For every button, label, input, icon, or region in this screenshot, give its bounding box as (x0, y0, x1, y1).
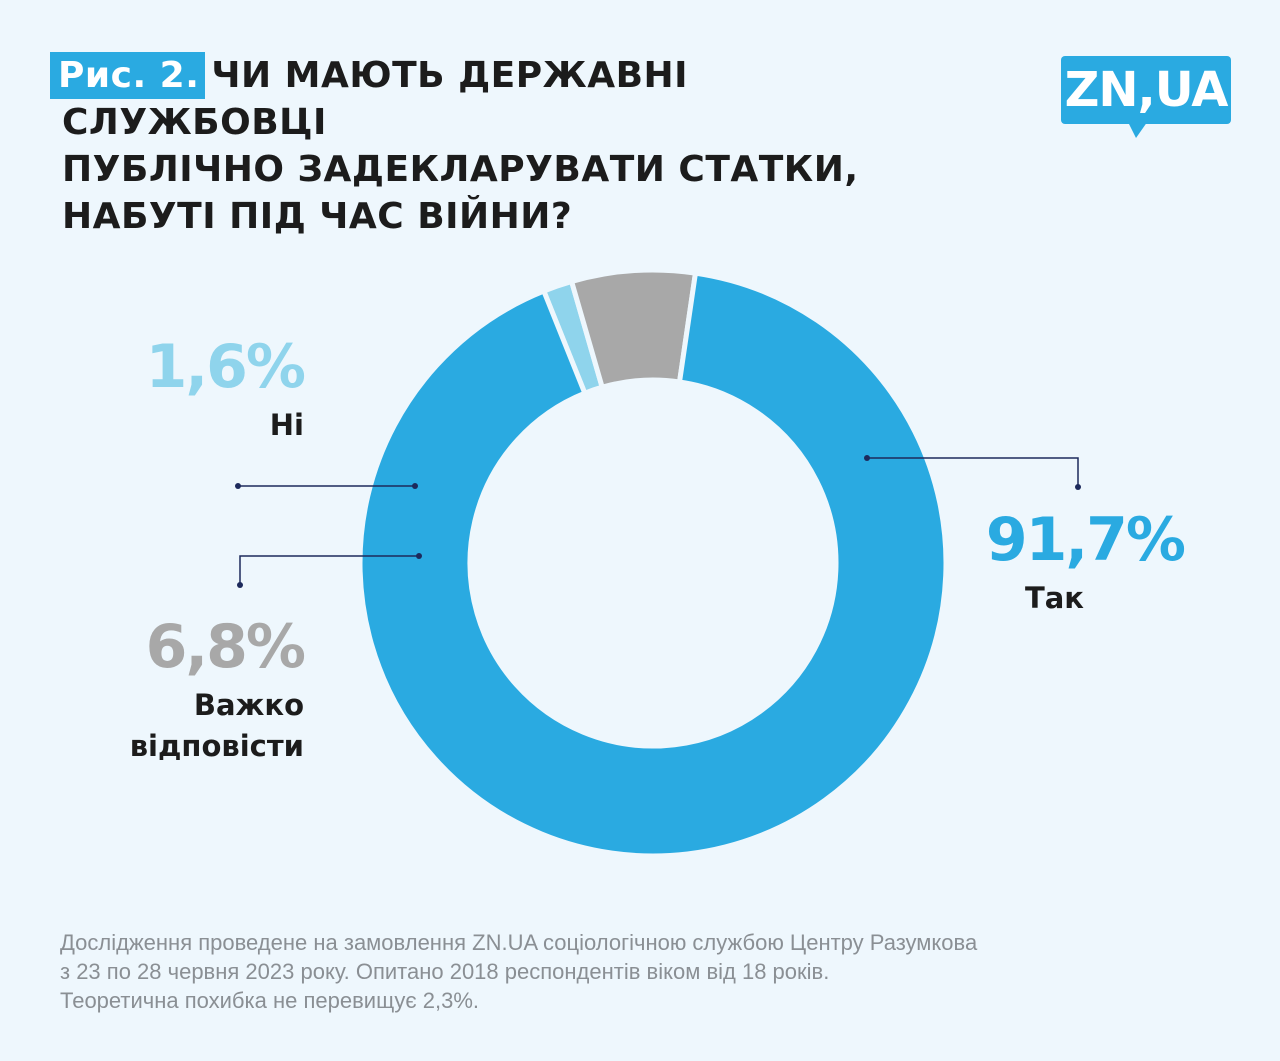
title-text-1: ЧИ МАЮТЬ ДЕРЖАВНІ СЛУЖБОВЦІ (62, 55, 689, 143)
title-line-1: Рис. 2. ЧИ МАЮТЬ ДЕРЖАВНІ СЛУЖБОВЦІ (50, 52, 962, 146)
chart-title: Рис. 2. ЧИ МАЮТЬ ДЕРЖАВНІ СЛУЖБОВЦІ ПУБЛІ… (50, 52, 962, 240)
logo-text: ZN,UA (1064, 62, 1229, 118)
slice-label-no: 1,6% Ні (146, 332, 307, 442)
title-line-2: ПУБЛІЧНО ЗАДЕКЛАРУВАТИ СТАТКИ, (62, 149, 859, 190)
leader-dot-no-end (235, 483, 241, 489)
leader-lines (238, 457, 1079, 585)
leader-dots (235, 455, 1081, 588)
leader-dot-hard-end (237, 582, 243, 588)
category-label-no: Ні (270, 408, 304, 442)
leader-dot-hard-start (416, 553, 422, 559)
footnote-line-2: з 23 по 28 червня 2023 року. Опитано 201… (60, 959, 830, 984)
slice-yes (357, 270, 949, 859)
leader-dot-yes-start (864, 455, 870, 461)
figure-label: Рис. 2. (50, 52, 206, 99)
zn-ua-logo: ZN,UA (1061, 56, 1231, 124)
value-label-hard: 6,8% (146, 612, 305, 682)
leader-dot-yes-end (1075, 484, 1081, 490)
value-label-yes: 91,7% (986, 505, 1185, 575)
category-label-hard-line-2: відповісти (130, 729, 304, 763)
title-line-3: НАБУТІ ПІД ЧАС ВІЙНИ? (62, 196, 573, 237)
value-label-no: 1,6% (146, 332, 305, 402)
slice-label-hard: 6,8% Важко відповісти (130, 612, 307, 763)
logo-speech-tail (1126, 118, 1150, 138)
leader-line-hard (239, 555, 419, 585)
footnote-line-3: Теоретична похибка не перевищує 2,3%. (60, 988, 480, 1013)
category-label-hard-line-1: Важко (194, 688, 304, 722)
leader-dot-no-start (412, 483, 418, 489)
chart-slices (357, 267, 949, 859)
footnote-line-1: Дослідження проведене на замовлення ZN.U… (60, 930, 978, 955)
category-label-yes: Так (1025, 581, 1084, 615)
slice-label-yes: 91,7% Так (986, 505, 1187, 615)
leader-line-yes (867, 457, 1079, 487)
footnote: Дослідження проведене на замовлення ZN.U… (60, 928, 1210, 1015)
